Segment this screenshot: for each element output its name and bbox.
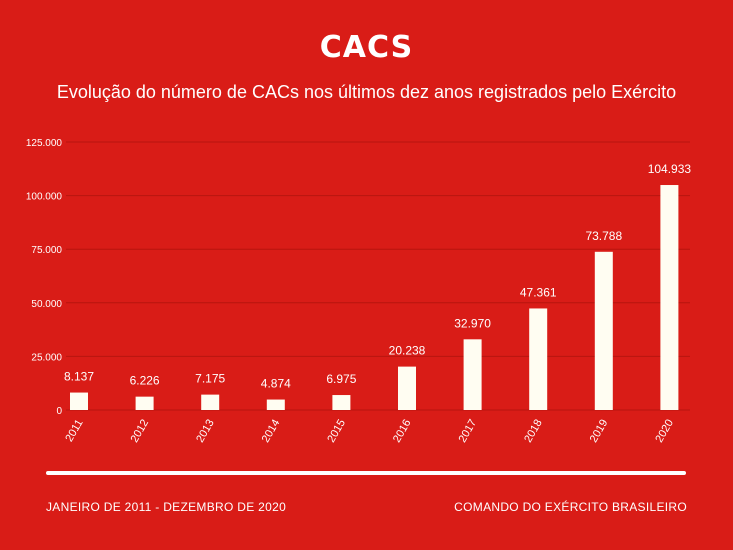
chart-title: CACS [319,30,414,65]
bars: 8.137 6.226 7.175 4.874 6.975 20.238 32.970 47.… [64,162,691,410]
x-tick-label: 2016 [391,418,414,445]
value-label: 8.137 [64,370,94,384]
x-tick-label: 2011 [63,418,85,444]
footer-divider [46,471,686,475]
x-tick-label: 2018 [522,418,545,445]
value-label: 6.975 [326,372,356,386]
y-tick-label: 75.000 [31,245,62,256]
bar-2018 [529,308,548,410]
bar-2011 [70,392,88,410]
x-tick-label: 2015 [325,418,348,445]
x-tick-label: 2019 [588,418,611,445]
value-label: 32.970 [454,316,491,330]
chart-subtitle: Evolução do número de CACs nos últimos d… [56,82,677,102]
footer-source: COMANDO DO EXÉRCITO BRASILEIRO [454,500,687,514]
y-tick-label: 100.000 [26,192,63,203]
value-label: 104.933 [648,162,692,176]
bar-chart: 0 25.000 50.000 75.000 100.000 125.000 8.137 6… [26,138,692,445]
x-tick-label: 2012 [129,418,152,445]
value-label: 47.361 [520,285,557,299]
value-label: 4.874 [261,377,291,391]
bar-2019 [594,251,613,410]
x-tick-label: 2014 [260,418,283,445]
bar-2015 [332,395,351,410]
bar-2012 [135,396,154,410]
gridlines [66,141,690,411]
x-tick-label: 2020 [653,418,676,445]
value-label: 7.175 [195,372,225,386]
bar-2013 [201,394,220,410]
x-axis-ticks: 2011 2012 2013 2014 2015 2016 2017 2018 2019 2020 [63,418,676,445]
bar-2017 [463,339,482,410]
value-label: 6.226 [130,374,160,388]
y-tick-label: 0 [56,406,62,417]
y-tick-label: 50.000 [31,299,62,310]
x-tick-label: 2013 [194,418,217,445]
value-label: 73.788 [585,229,622,243]
y-tick-label: 125.000 [26,138,63,149]
value-label: 20.238 [389,344,426,358]
footer-period: JANEIRO DE 2011 - DEZEMBRO DE 2020 [46,500,287,514]
x-tick-label: 2017 [457,418,480,445]
y-axis-ticks: 0 25.000 50.000 75.000 100.000 125.000 [26,138,63,417]
bar-2014 [266,399,285,410]
bar-2016 [398,366,416,410]
bar-2020 [660,185,679,410]
y-tick-label: 25.000 [31,352,62,363]
